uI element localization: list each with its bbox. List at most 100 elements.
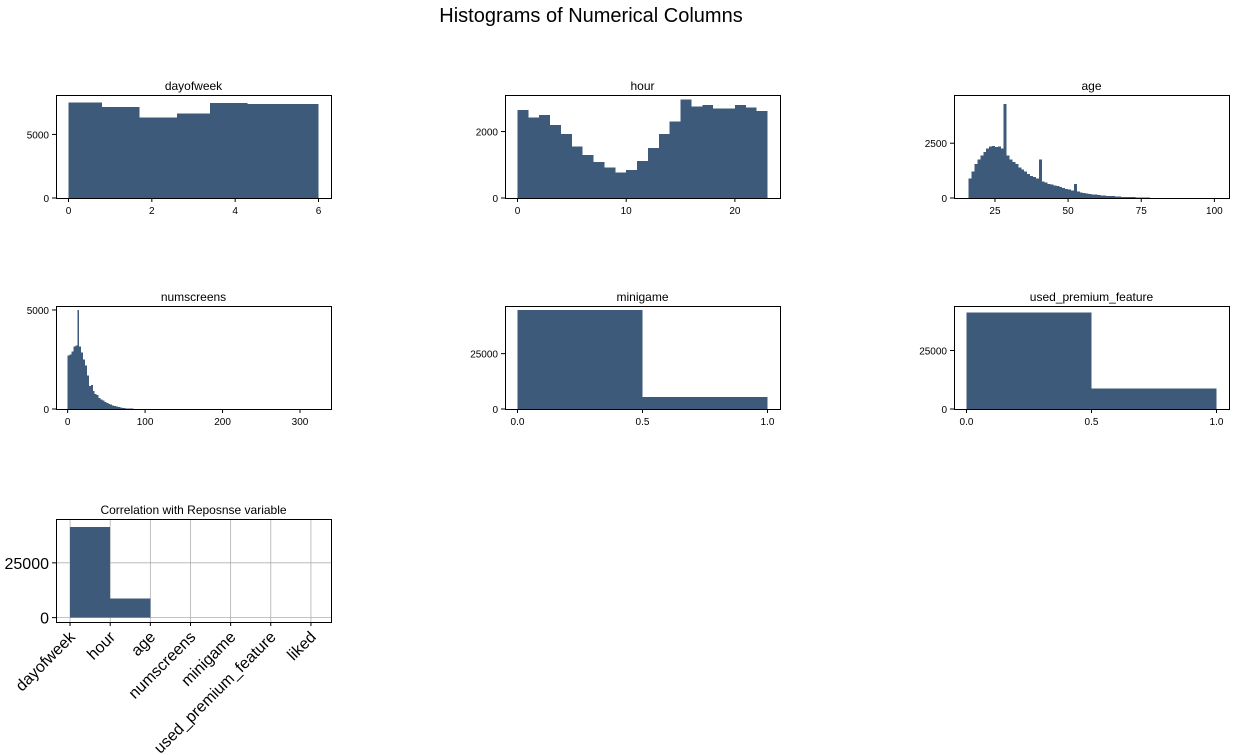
panel-title: dayofweek: [165, 79, 223, 93]
histogram-bar: [102, 400, 105, 409]
histogram-bar: [1109, 196, 1112, 198]
histogram-bar: [560, 134, 572, 198]
histogram-bar: [1021, 169, 1025, 198]
x-tick-label: 100: [137, 417, 154, 428]
histogram-bar: [1076, 191, 1080, 198]
histogram-bar: [1103, 195, 1107, 198]
x-tick-label: hour: [84, 628, 119, 663]
x-tick-label: 2: [149, 206, 155, 217]
y-tick-label: 2000: [476, 128, 499, 139]
histogram-bar: [119, 407, 122, 409]
histogram-bar: [1009, 159, 1013, 198]
histogram-bar: [1100, 195, 1104, 198]
histogram-bar: [974, 164, 978, 198]
histogram-bar: [1012, 161, 1016, 198]
histogram-bar: [992, 145, 995, 198]
y-tick-label: 0: [941, 405, 947, 416]
panel-title: minigame: [616, 290, 668, 304]
histogram-bar: [69, 354, 72, 409]
histogram-bar: [1056, 186, 1060, 198]
histogram-bar: [517, 310, 643, 409]
histogram-bar: [1030, 176, 1033, 198]
histogram-bar: [1062, 187, 1066, 198]
histogram-bar: [1091, 388, 1217, 409]
y-tick-label: 5000: [27, 130, 50, 141]
histogram-bar: [1135, 197, 1139, 198]
x-tick-label: 6: [316, 206, 322, 217]
histogram-bar: [88, 386, 91, 409]
axes-frame: [56, 95, 332, 199]
histogram-bar: [176, 113, 211, 198]
x-tick-label: 1.0: [1210, 417, 1224, 428]
histogram-bar: [604, 167, 616, 198]
histogram-bar: [517, 109, 529, 198]
panel-title: numscreens: [161, 290, 226, 304]
histogram-bar: [745, 107, 757, 198]
x-tick-label: 0.5: [1085, 417, 1099, 428]
histogram-bar: [68, 102, 102, 198]
x-tick-label: 0: [515, 206, 521, 217]
histogram-bar: [539, 114, 551, 198]
histogram-bar: [1032, 177, 1036, 198]
histogram-bar: [1038, 159, 1042, 198]
histogram-bar: [989, 146, 993, 198]
x-tick-label: 200: [214, 417, 231, 428]
x-tick-label: 300: [292, 417, 309, 428]
histogram-bar: [1015, 164, 1019, 198]
panel-numscreens: numscreens 0 5000 0 100 200 300: [27, 290, 332, 428]
histogram-bar: [724, 108, 735, 198]
histogram-bar: [85, 365, 87, 409]
histogram-bar: [980, 155, 984, 198]
histogram-bar: [971, 171, 975, 198]
histogram-bar: [1123, 196, 1127, 198]
histogram-bar: [1047, 183, 1051, 198]
histogram-bar: [983, 151, 987, 198]
histogram-bar: [139, 117, 177, 198]
x-tick-label: 0: [65, 417, 71, 428]
histogram-bar: [1006, 155, 1010, 198]
histogram-bar: [210, 102, 248, 198]
histogram-bar: [528, 117, 540, 198]
histogram-bar: [1000, 148, 1004, 198]
figure-title: Histograms of Numerical Columns: [439, 5, 742, 27]
histogram-bar: [713, 108, 725, 198]
histogram-bar: [1132, 197, 1136, 198]
histogram-bar: [96, 395, 99, 409]
y-tick-label: 5000: [27, 306, 50, 317]
histogram-bar: [1088, 193, 1092, 198]
histogram-bar: [593, 162, 605, 198]
y-tick-label: 0: [40, 611, 49, 628]
axes-frame: [56, 519, 332, 623]
histogram-bar: [734, 104, 746, 198]
axes-frame: [954, 95, 1230, 199]
histogram-bar: [83, 359, 86, 409]
histogram-bar: [550, 124, 561, 198]
y-tick-label: 25000: [5, 556, 50, 573]
panel-minigame: minigame 0 25000 0.0 0.5 1.0: [470, 290, 781, 428]
histogram-bar: [86, 375, 89, 409]
histogram-bar: [101, 107, 140, 198]
histogram-bar: [1106, 195, 1110, 198]
histogram-bar: [1073, 183, 1077, 198]
histogram-bar: [1120, 196, 1124, 198]
histogram-bar: [116, 406, 118, 409]
histogram-bar: [977, 159, 981, 198]
panel-dayofweek: dayofweek 0 5000 0 2 4 6: [27, 79, 332, 217]
histogram-bar: [70, 527, 111, 618]
y-tick-label: 0: [941, 194, 947, 205]
histogram-bar: [100, 399, 103, 409]
x-tick-label: 1.0: [761, 417, 775, 428]
histogram-bar: [1129, 197, 1133, 198]
histogram-bar: [94, 394, 97, 409]
histogram-bar: [582, 154, 594, 198]
histogram-bar: [702, 104, 714, 198]
histogram-bar: [108, 403, 111, 409]
histogram-bar: [615, 172, 627, 198]
histogram-bar: [1082, 192, 1086, 198]
histogram-bar: [81, 352, 84, 409]
histogram-bar: [67, 355, 70, 409]
histogram-bar: [986, 148, 990, 198]
histogram-bar: [106, 403, 109, 409]
